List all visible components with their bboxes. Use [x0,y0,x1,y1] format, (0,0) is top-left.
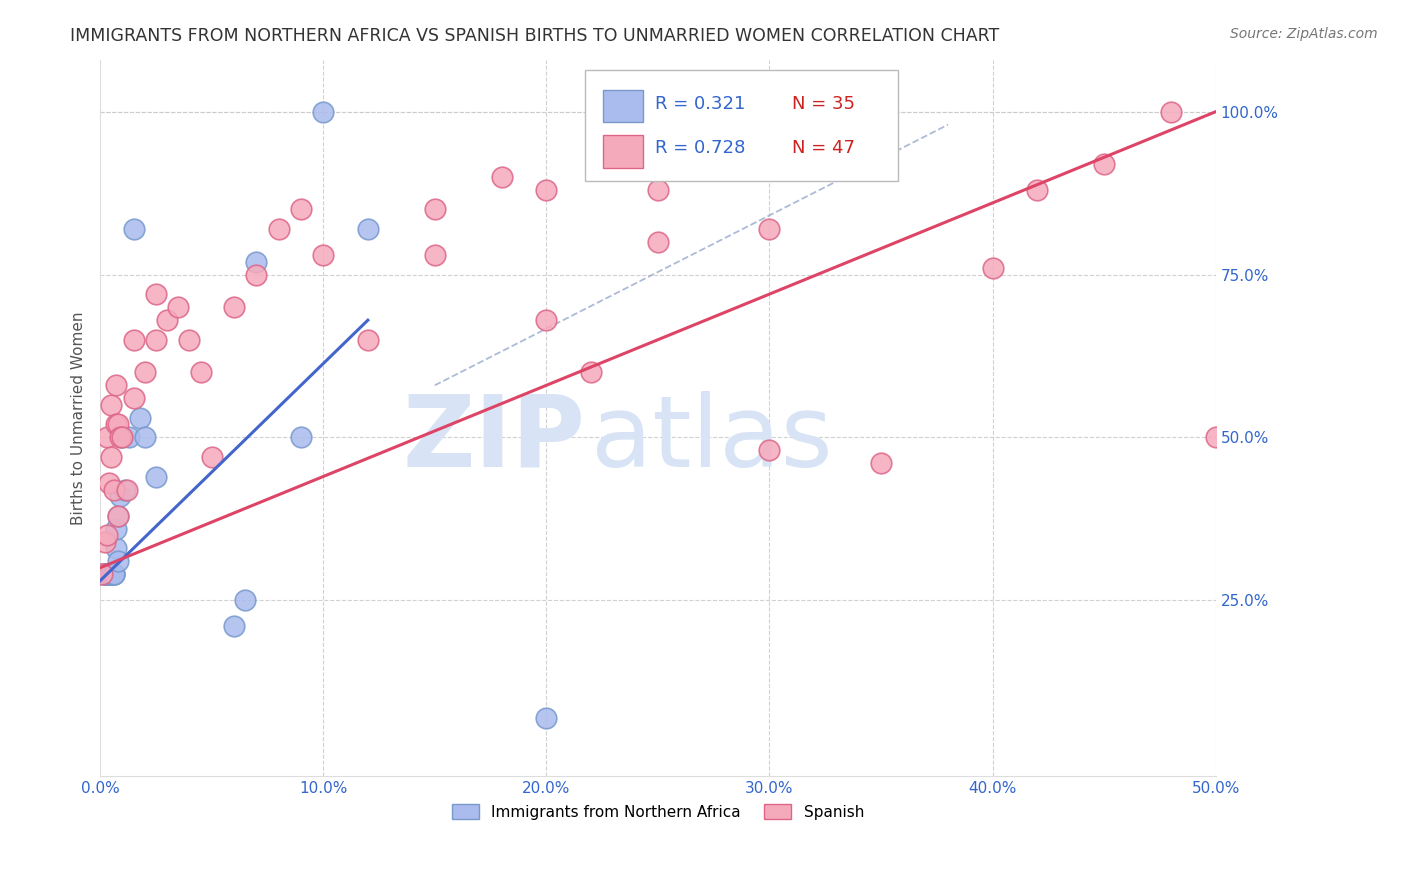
Point [100,567,122,582]
Point [104,541,127,556]
Point [111,430,134,444]
Point [93,567,115,582]
Point [96,567,118,582]
Point [107,508,129,523]
Point [201,450,224,464]
Point [122,333,145,347]
Text: R = 0.321: R = 0.321 [655,95,745,112]
Point [312,104,335,119]
Point [357,333,380,347]
Point [98,567,121,582]
Point [122,392,145,406]
Point [100,567,122,582]
Point [122,222,145,236]
Point [103,567,125,582]
Point [103,567,125,582]
Point [267,222,290,236]
Point [290,430,312,444]
Point [96,528,118,542]
Point [114,483,136,497]
Point [536,710,558,724]
Point [118,430,141,444]
Point [190,365,212,379]
Text: IMMIGRANTS FROM NORTHERN AFRICA VS SPANISH BIRTHS TO UNMARRIED WOMEN CORRELATION: IMMIGRANTS FROM NORTHERN AFRICA VS SPANI… [70,27,1000,45]
Point [1092,157,1115,171]
Y-axis label: Births to Unmarried Women: Births to Unmarried Women [72,311,86,524]
Point [167,300,190,314]
Point [100,398,122,412]
Point [115,483,138,497]
Point [91,567,114,582]
Point [104,522,127,536]
Point [129,410,152,425]
Point [536,183,558,197]
Point [108,489,131,503]
Point [104,417,127,432]
Point [98,476,121,491]
Point [870,457,893,471]
Point [103,483,125,497]
Point [1205,430,1227,444]
Point [647,183,669,197]
Point [145,469,167,483]
Point [107,417,129,432]
Point [156,313,179,327]
Point [222,619,245,633]
Text: R = 0.728: R = 0.728 [655,139,745,157]
Point [104,378,127,392]
Point [536,313,558,327]
Point [100,567,122,582]
Point [1160,104,1182,119]
Point [1026,183,1049,197]
Point [96,567,118,582]
Point [145,333,167,347]
Point [111,430,134,444]
Point [245,254,267,268]
Point [107,554,129,568]
Point [423,202,446,217]
Point [647,235,669,249]
Text: N = 35: N = 35 [792,95,855,112]
Point [179,333,201,347]
Point [423,248,446,262]
Point [145,287,167,301]
Legend: Immigrants from Northern Africa, Spanish: Immigrants from Northern Africa, Spanish [446,797,870,826]
Point [312,248,335,262]
Point [98,567,121,582]
Point [103,567,125,582]
Point [96,430,118,444]
Point [290,202,312,217]
FancyBboxPatch shape [603,89,644,122]
Point [108,430,131,444]
Point [93,567,115,582]
Point [758,222,780,236]
Point [100,450,122,464]
FancyBboxPatch shape [603,135,644,168]
Point [222,300,245,314]
Text: N = 47: N = 47 [792,139,855,157]
Point [93,534,115,549]
Point [134,430,156,444]
Point [357,222,380,236]
Point [233,593,256,607]
Point [98,567,121,582]
Point [107,508,129,523]
Point [579,365,602,379]
Text: Source: ZipAtlas.com: Source: ZipAtlas.com [1230,27,1378,41]
Point [96,567,118,582]
Point [981,261,1004,276]
Point [245,268,267,282]
Text: ZIP: ZIP [402,391,585,488]
Point [91,567,114,582]
FancyBboxPatch shape [585,70,898,181]
Point [134,365,156,379]
Text: atlas: atlas [591,391,832,488]
Point [491,169,513,184]
Point [758,443,780,458]
Point [96,567,118,582]
